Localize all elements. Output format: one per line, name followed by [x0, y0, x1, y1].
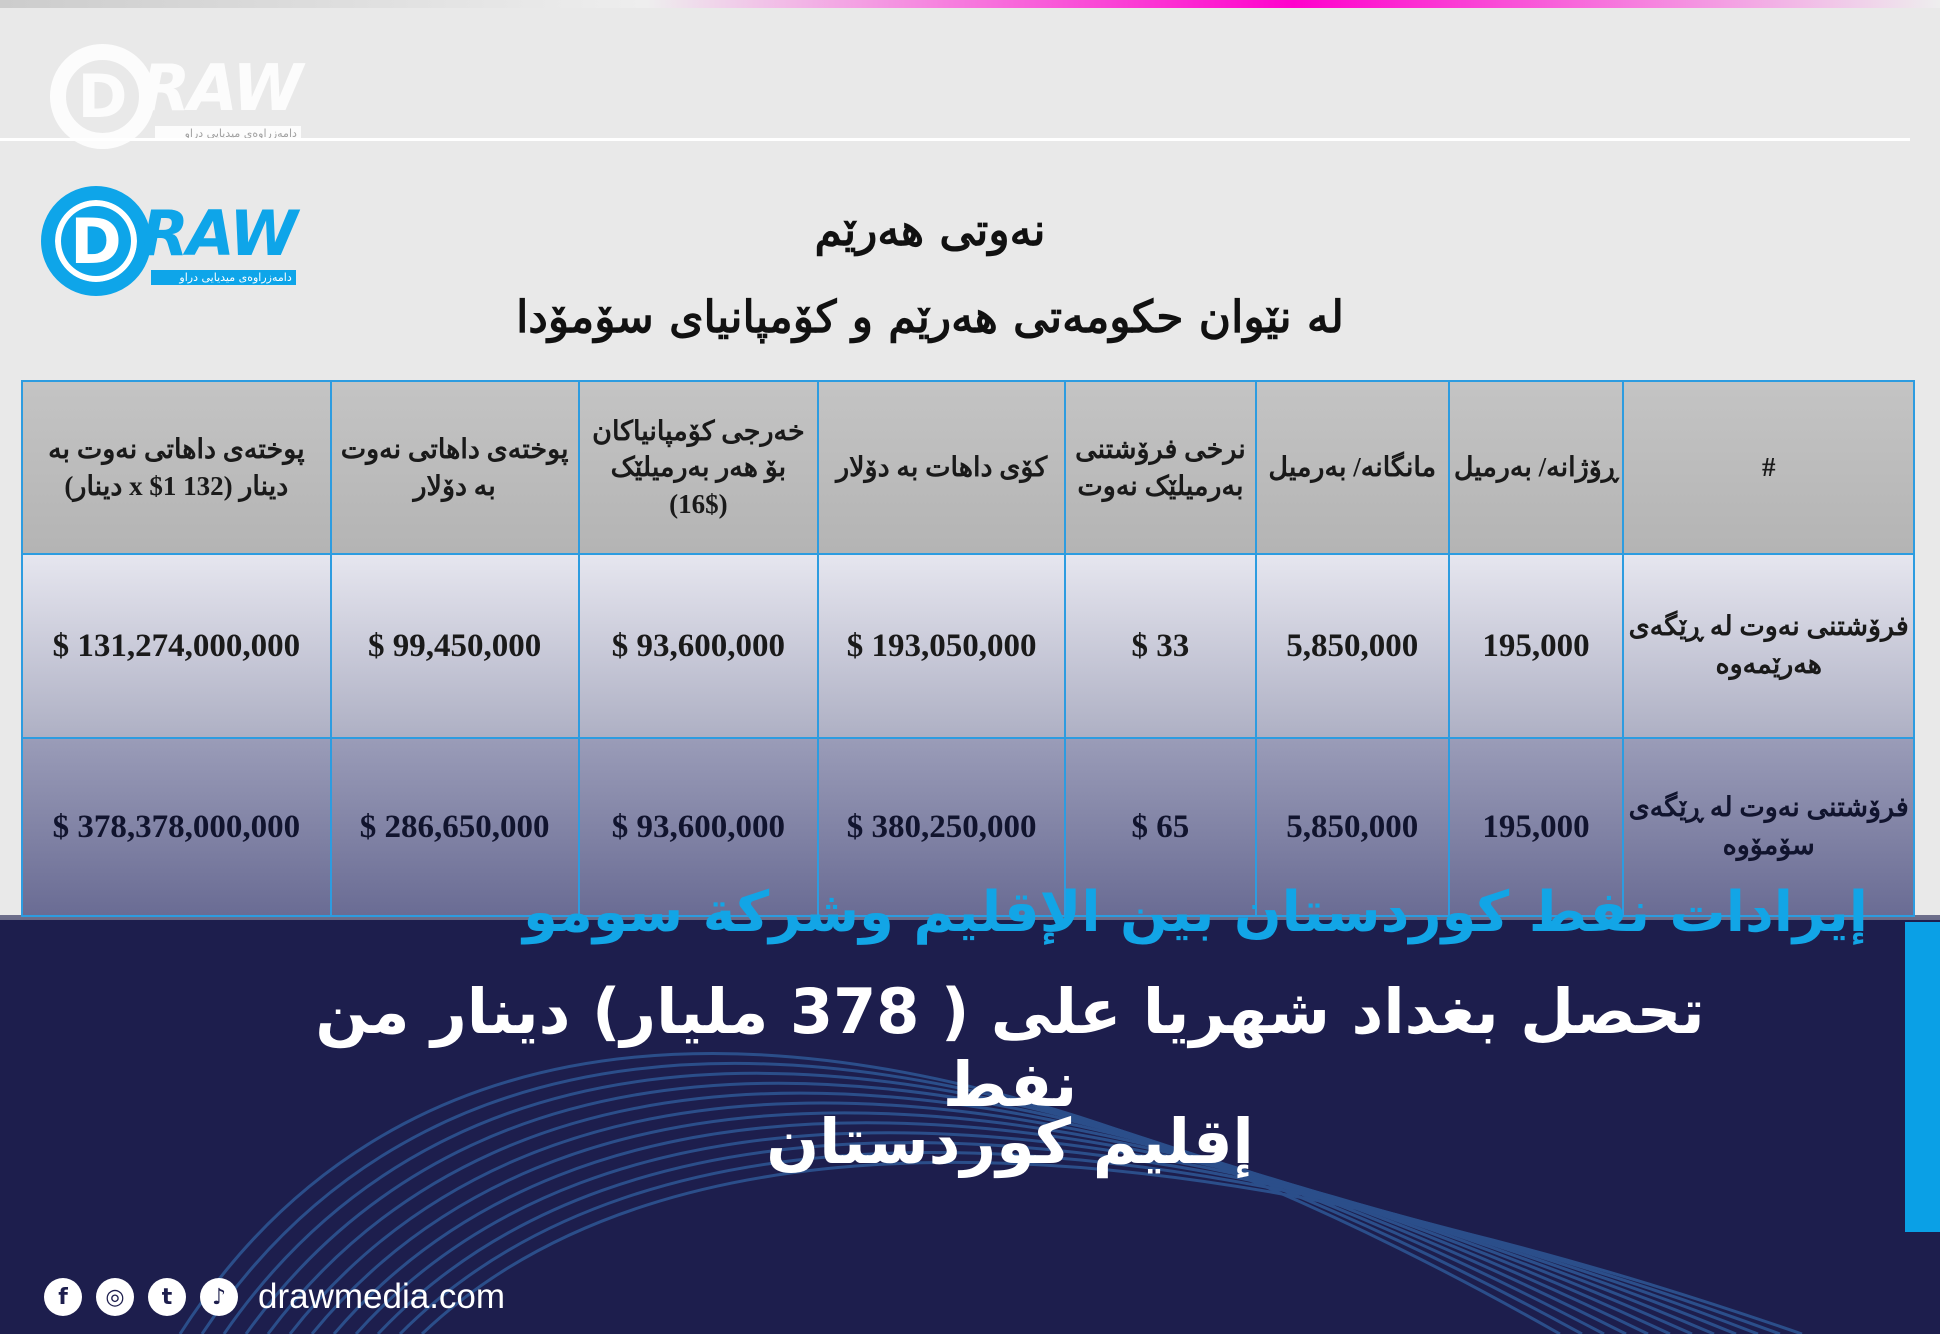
watermark-logo: D RAW دامەزراوەی میدیایی دراو — [50, 44, 303, 149]
table-header-row: پوختەی داهاتی نەوت بە دینار (132 x $1 دی… — [21, 380, 1915, 555]
footer: f ◎ t ♪ drawmedia.com — [44, 1277, 505, 1317]
header-cell: مانگانە/ بەرمیل — [1254, 380, 1450, 555]
draw-logo: D RAW دامەزراوەی میدیایی دراو — [41, 186, 298, 296]
table-cell: $ 131,274,000,000 — [21, 553, 332, 739]
facebook-icon[interactable]: f — [44, 1278, 82, 1316]
header-cell: کۆی داهات بە دۆلار — [817, 380, 1067, 555]
headline-line-2: إقليم كوردستان — [766, 1105, 1254, 1178]
table-row: $ 131,274,000,000 $ 99,450,000 $ 93,600,… — [21, 553, 1915, 739]
wave-line — [310, 1111, 1693, 1334]
table-cell: $ 99,450,000 — [329, 553, 580, 739]
table-title: نەوتی هەرێم — [814, 205, 1046, 256]
navy-fade-overlay — [0, 915, 1940, 1005]
header-cell: نرخی فرۆشتنی بەرمیلێک نەوت — [1064, 380, 1257, 555]
wave-line — [420, 1161, 1803, 1334]
wave-line — [332, 1121, 1715, 1334]
row-label: فرۆشتنی نەوت لە ڕێگەی سۆمۆوە — [1622, 737, 1915, 917]
table-cell: $ 378,378,000,000 — [21, 737, 332, 917]
wave-line — [178, 1052, 1561, 1334]
table-cell: $ 93,600,000 — [577, 553, 820, 739]
wave-lines-decoration — [178, 1052, 1803, 1334]
table-cell: 195,000 — [1447, 553, 1625, 739]
header-cell: خەرجی کۆمپانیاکان بۆ هەر بەرمیلێک ($16) — [577, 380, 820, 555]
table-cell: $ 93,600,000 — [577, 737, 820, 917]
headline-kicker: إيرادات نفط كوردستان بين الإقليم وشركة س… — [523, 880, 1868, 945]
table-cell: 5,850,000 — [1254, 553, 1450, 739]
accent-bar — [1905, 922, 1940, 1232]
table-cell: $ 193,050,000 — [817, 553, 1067, 739]
website-link[interactable]: drawmedia.com — [258, 1277, 506, 1316]
header-cell: پوختەی داهاتی نەوت بە دۆلار — [329, 380, 580, 555]
tiktok-icon[interactable]: ♪ — [200, 1278, 238, 1316]
top-strip — [0, 0, 1940, 8]
headline-line-1: تحصل بغداد شهريا على ( 378 مليار) دينار … — [315, 975, 1705, 1121]
header-cell: # — [1622, 380, 1915, 555]
divider — [0, 138, 1910, 141]
table-row: $ 378,378,000,000 $ 286,650,000 $ 93,600… — [21, 737, 1915, 917]
table-cell: 195,000 — [1447, 737, 1625, 917]
table-cell: $ 65 — [1064, 737, 1257, 917]
table-cell: 5,850,000 — [1254, 737, 1450, 917]
table-cell: $ 33 — [1064, 553, 1257, 739]
row-label: فرۆشتنی نەوت لە ڕێگەی هەرێمەوە — [1622, 553, 1915, 739]
instagram-icon[interactable]: ◎ — [96, 1278, 134, 1316]
table-cell: $ 380,250,000 — [817, 737, 1067, 917]
twitter-icon[interactable]: t — [148, 1278, 186, 1316]
table-cell: $ 286,650,000 — [329, 737, 580, 917]
wave-line — [288, 1101, 1671, 1334]
table-subtitle: لە نێوان حکومەتی هەرێم و کۆمپانیای سۆمۆد… — [516, 292, 1344, 343]
header-cell: ڕۆژانە/ بەرمیل — [1447, 380, 1625, 555]
header-cell: پوختەی داهاتی نەوت بە دینار (132 x $1 دی… — [21, 380, 332, 555]
revenue-table: پوختەی داهاتی نەوت بە دینار (132 x $1 دی… — [21, 380, 1915, 917]
